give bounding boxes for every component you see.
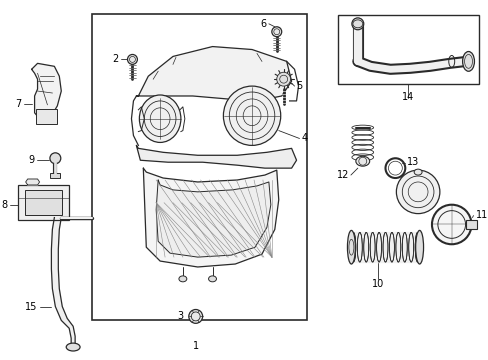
Bar xyxy=(92,14,307,320)
Text: 12: 12 xyxy=(336,170,348,180)
Text: 2: 2 xyxy=(112,54,119,64)
Text: 5: 5 xyxy=(296,81,302,91)
Text: 8: 8 xyxy=(2,200,8,210)
Circle shape xyxy=(188,310,202,323)
Circle shape xyxy=(431,205,470,244)
Text: 4: 4 xyxy=(301,134,307,144)
Circle shape xyxy=(396,170,439,213)
Polygon shape xyxy=(51,217,75,346)
Ellipse shape xyxy=(179,276,186,282)
Bar xyxy=(18,185,69,220)
Ellipse shape xyxy=(347,230,355,264)
Text: 7: 7 xyxy=(16,99,21,109)
Text: 3: 3 xyxy=(177,311,183,321)
Circle shape xyxy=(351,18,363,30)
Text: 14: 14 xyxy=(401,92,413,102)
Circle shape xyxy=(50,153,61,164)
Text: 11: 11 xyxy=(475,210,488,220)
Text: 13: 13 xyxy=(407,157,419,167)
Polygon shape xyxy=(156,180,270,257)
Text: 10: 10 xyxy=(371,279,383,289)
Text: 1: 1 xyxy=(192,341,199,351)
Text: 15: 15 xyxy=(25,302,38,311)
Polygon shape xyxy=(351,233,419,262)
Ellipse shape xyxy=(462,51,473,71)
Text: 6: 6 xyxy=(260,19,266,29)
Circle shape xyxy=(127,54,137,64)
Ellipse shape xyxy=(66,343,80,351)
Bar xyxy=(36,109,57,123)
Circle shape xyxy=(271,27,281,37)
Bar xyxy=(25,190,62,215)
Polygon shape xyxy=(26,179,40,185)
Ellipse shape xyxy=(223,86,280,145)
Ellipse shape xyxy=(415,230,423,264)
Bar xyxy=(50,173,60,178)
Ellipse shape xyxy=(355,156,369,166)
Polygon shape xyxy=(143,168,278,267)
Ellipse shape xyxy=(208,276,216,282)
Bar xyxy=(465,220,476,229)
Polygon shape xyxy=(136,145,296,168)
Ellipse shape xyxy=(139,95,181,143)
Ellipse shape xyxy=(413,169,421,175)
Polygon shape xyxy=(136,46,291,101)
Text: 9: 9 xyxy=(28,155,35,165)
Circle shape xyxy=(276,72,290,86)
Polygon shape xyxy=(32,63,61,119)
Bar xyxy=(337,15,478,84)
